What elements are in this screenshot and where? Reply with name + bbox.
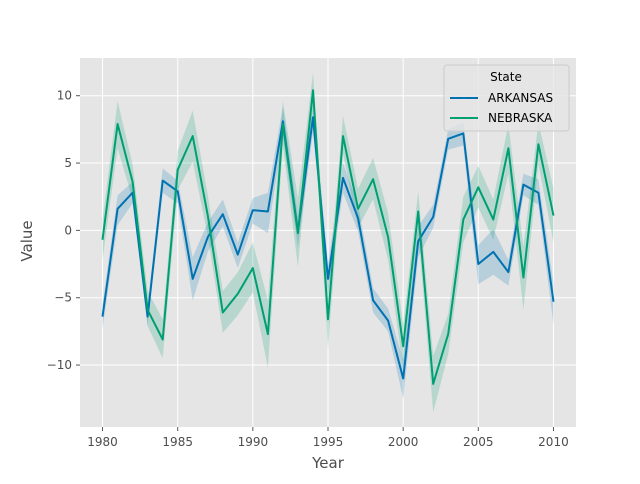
data-point-arkansas-2010 xyxy=(553,301,555,303)
y-tick-label-0: −10 xyxy=(47,358,72,372)
data-point-nebraska-2009 xyxy=(538,143,540,145)
data-point-arkansas-1996 xyxy=(342,177,344,179)
data-point-arkansas-2004 xyxy=(463,133,465,135)
data-point-nebraska-1997 xyxy=(357,208,359,210)
data-point-nebraska-1991 xyxy=(267,333,269,335)
data-point-nebraska-1989 xyxy=(237,293,239,295)
data-point-arkansas-2005 xyxy=(478,263,480,265)
data-point-arkansas-2002 xyxy=(432,216,434,218)
data-point-nebraska-2003 xyxy=(447,333,449,335)
data-point-arkansas-1990 xyxy=(252,209,254,211)
confidence-band-nebraska xyxy=(102,72,554,413)
data-point-nebraska-1981 xyxy=(117,123,119,125)
data-point-nebraska-1992 xyxy=(282,123,284,125)
data-point-arkansas-2003 xyxy=(447,138,449,140)
data-point-arkansas-1988 xyxy=(222,213,224,215)
data-point-nebraska-1985 xyxy=(177,169,179,171)
x-tick-label-1980: 1980 xyxy=(87,435,118,449)
data-point-arkansas-2007 xyxy=(508,271,510,273)
data-point-nebraska-2006 xyxy=(493,219,495,221)
data-point-nebraska-2001 xyxy=(417,211,419,213)
data-point-arkansas-2000 xyxy=(402,378,404,380)
data-point-nebraska-2007 xyxy=(508,147,510,149)
series-line-nebraska xyxy=(101,89,555,385)
data-point-arkansas-1994 xyxy=(312,117,314,119)
axis-ticks: 1980 1985 1990 1995 2000 2005 2010 −10 −5 0 5 10 xyxy=(47,89,569,449)
data-point-arkansas-1992 xyxy=(282,121,284,123)
data-point-nebraska-1982 xyxy=(132,181,134,183)
data-point-arkansas-1991 xyxy=(267,211,269,213)
x-tick-label-1990: 1990 xyxy=(238,435,269,449)
legend-label-nebraska: NEBRASKA xyxy=(488,111,553,125)
data-point-nebraska-1999 xyxy=(387,236,389,238)
data-point-nebraska-1988 xyxy=(222,312,224,314)
data-point-arkansas-1986 xyxy=(192,278,194,280)
data-point-nebraska-1995 xyxy=(327,319,329,321)
y-tick-label-3: 5 xyxy=(64,156,72,170)
x-tick-label-2010: 2010 xyxy=(538,435,569,449)
y-axis-label: Value xyxy=(18,220,36,261)
data-point-arkansas-1985 xyxy=(177,191,179,193)
data-point-arkansas-1980 xyxy=(102,316,104,318)
x-tick-label-1985: 1985 xyxy=(162,435,193,449)
data-point-arkansas-2001 xyxy=(417,240,419,242)
data-point-arkansas-1984 xyxy=(162,180,164,182)
data-point-nebraska-2004 xyxy=(463,219,465,221)
data-point-arkansas-1998 xyxy=(372,300,374,302)
y-tick-label-2: 0 xyxy=(64,223,72,237)
x-axis-label: Year xyxy=(311,454,345,472)
data-point-arkansas-1981 xyxy=(117,208,119,210)
data-point-nebraska-2000 xyxy=(402,345,404,347)
data-point-nebraska-1986 xyxy=(192,135,194,137)
data-point-arkansas-2008 xyxy=(523,184,525,186)
data-point-nebraska-1993 xyxy=(297,232,299,234)
legend: State ARKANSAS NEBRASKA xyxy=(443,64,570,132)
data-point-arkansas-1989 xyxy=(237,254,239,256)
data-point-arkansas-1995 xyxy=(327,278,329,280)
data-point-nebraska-1998 xyxy=(372,178,374,180)
x-tick-label-2000: 2000 xyxy=(388,435,419,449)
data-point-nebraska-2005 xyxy=(478,187,480,189)
data-point-nebraska-1990 xyxy=(252,267,254,269)
data-point-nebraska-2010 xyxy=(553,215,555,217)
legend-label-arkansas: ARKANSAS xyxy=(488,91,553,105)
data-point-arkansas-1983 xyxy=(147,316,149,318)
y-tick-label-1: −5 xyxy=(54,291,72,305)
data-point-nebraska-1996 xyxy=(342,135,344,137)
legend-title: State xyxy=(490,70,522,84)
data-point-arkansas-2006 xyxy=(493,251,495,253)
x-tick-label-1995: 1995 xyxy=(313,435,344,449)
legend-box xyxy=(443,64,570,132)
data-point-nebraska-1984 xyxy=(162,339,164,341)
y-tick-label-4: 10 xyxy=(57,89,72,103)
data-point-nebraska-1987 xyxy=(207,215,209,217)
series-line-arkansas xyxy=(101,116,555,380)
data-point-arkansas-1999 xyxy=(387,320,389,322)
data-point-arkansas-1987 xyxy=(207,236,209,238)
data-point-nebraska-1980 xyxy=(102,239,104,241)
data-point-nebraska-1994 xyxy=(312,90,314,92)
data-point-nebraska-1983 xyxy=(147,309,149,311)
data-point-nebraska-2002 xyxy=(432,383,434,385)
data-point-nebraska-2008 xyxy=(523,277,525,279)
series-lines xyxy=(101,89,555,385)
data-point-arkansas-2009 xyxy=(538,192,540,194)
x-tick-label-2005: 2005 xyxy=(463,435,494,449)
data-point-arkansas-1997 xyxy=(357,218,359,220)
